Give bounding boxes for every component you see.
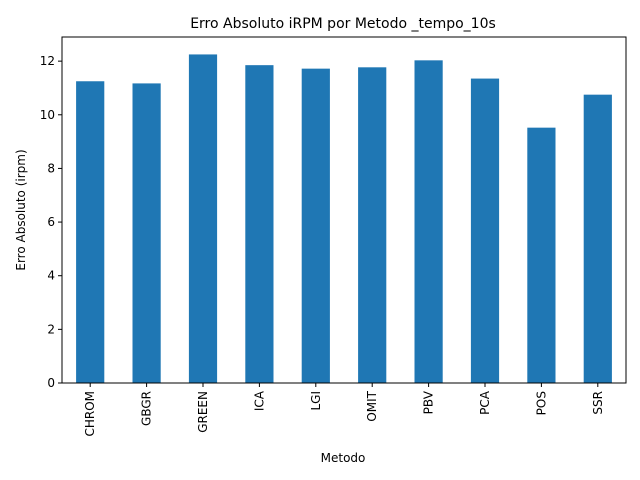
y-tick-label: 0 (47, 376, 55, 390)
x-tick-label: POS (534, 391, 548, 415)
x-tick-label: OMIT (365, 390, 379, 421)
x-tick-label: PCA (478, 390, 492, 415)
y-axis: 0 2 4 6 8 10 12 (40, 54, 62, 390)
bar-pbv (414, 60, 443, 383)
y-tick-label: 10 (40, 108, 55, 122)
y-tick-label: 8 (47, 161, 55, 175)
x-tick-label: CHROM (83, 391, 97, 437)
bar-pca (470, 78, 500, 384)
bars-group (76, 54, 612, 384)
x-tick-label: PBV (422, 390, 436, 414)
bar-chrom (76, 81, 105, 384)
x-axis-label: Metodo (321, 451, 366, 465)
bar-lgi (301, 68, 330, 384)
chart-title: Erro Absoluto iRPM por Metodo _tempo_10s (190, 16, 496, 32)
x-tick-label: ICA (252, 390, 266, 411)
y-tick-label: 2 (47, 322, 55, 336)
y-tick-label: 6 (47, 215, 55, 229)
x-tick-label: LGI (309, 391, 323, 411)
plot-frame (61, 36, 627, 384)
x-tick-label: SSR (591, 391, 605, 415)
y-tick-label: 4 (47, 269, 55, 283)
bar-pos (527, 127, 556, 383)
x-tick-label: GREEN (196, 391, 210, 433)
y-tick-label: 12 (40, 54, 55, 68)
bar-ssr (583, 94, 612, 384)
x-tick-label: GBGR (140, 391, 154, 426)
y-axis-label: Erro Absoluto (irpm) (14, 149, 28, 270)
bar-green (188, 54, 218, 383)
bar-ica (245, 65, 274, 384)
bar-omit (358, 67, 387, 383)
x-axis: CHROM GBGR GREEN ICA LGI OMIT PBV PCA POS SSR (83, 383, 605, 437)
bar-gbgr (132, 83, 161, 383)
